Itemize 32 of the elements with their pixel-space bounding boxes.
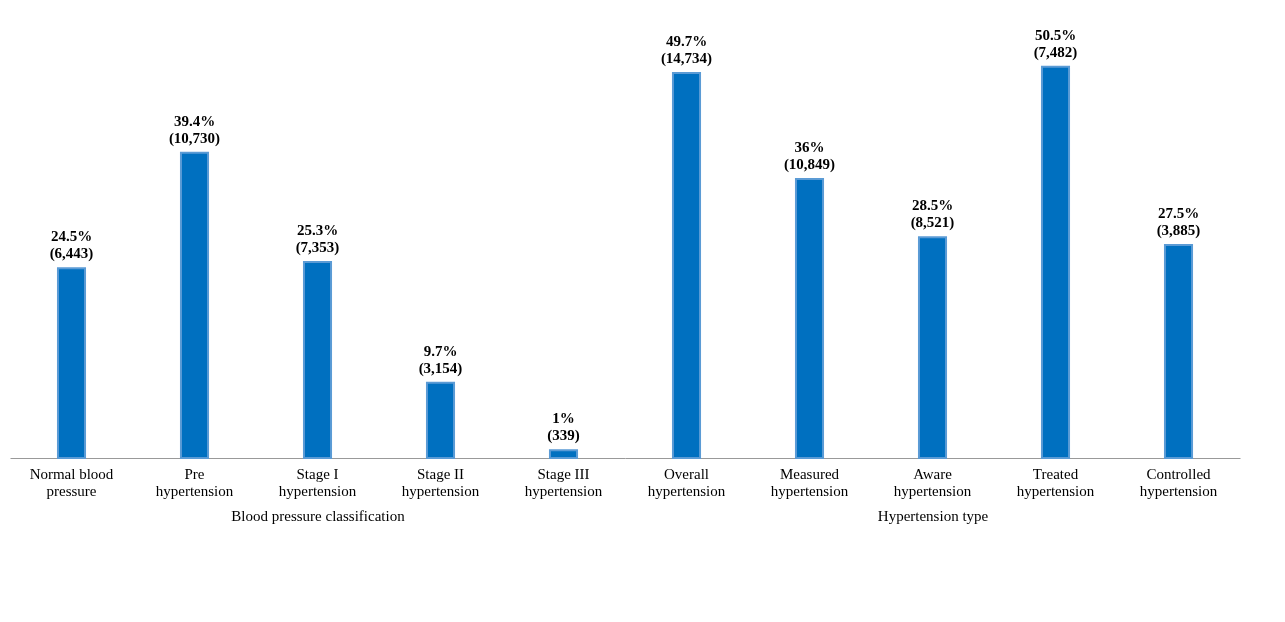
data-label: 27.5% (3,885)	[1156, 204, 1201, 239]
bar	[794, 178, 825, 459]
x-tick-label: Stage III hypertension	[524, 465, 603, 499]
data-label: 50.5% (7,482)	[1033, 26, 1078, 61]
x-tick-label: Stage II hypertension	[401, 465, 480, 499]
bar	[1163, 243, 1194, 459]
bar	[671, 71, 702, 459]
x-tick-label: Stage I hypertension	[278, 465, 357, 499]
data-label: 28.5% (8,521)	[910, 197, 955, 232]
data-label: 49.7% (14,734)	[660, 32, 713, 67]
bar	[1040, 65, 1071, 459]
data-label: 25.3% (7,353)	[295, 221, 340, 256]
data-label: 1% (339)	[547, 410, 580, 445]
x-tick-label: Measured hypertension	[770, 465, 849, 499]
data-label: 24.5% (6,443)	[49, 228, 94, 263]
x-tick-label: Treated hypertension	[1016, 465, 1095, 499]
bar	[302, 260, 333, 459]
data-label: 36% (10,849)	[783, 139, 836, 174]
x-tick-label: Aware hypertension	[893, 465, 972, 499]
x-axis-title: Hypertension type	[877, 507, 989, 524]
x-tick-label: Pre hypertension	[155, 465, 234, 499]
data-label: 39.4% (10,730)	[168, 112, 221, 147]
x-tick-label: Overall hypertension	[647, 465, 726, 499]
bar	[548, 449, 579, 459]
data-label: 9.7% (3,154)	[418, 342, 463, 377]
bar	[56, 267, 87, 459]
bar	[917, 236, 948, 459]
x-tick-label: Normal blood pressure	[29, 465, 114, 499]
bar	[425, 381, 456, 459]
bar	[179, 151, 210, 459]
x-axis-title: Blood pressure classification	[231, 507, 406, 524]
x-tick-label: Controlled hypertension	[1139, 465, 1218, 499]
